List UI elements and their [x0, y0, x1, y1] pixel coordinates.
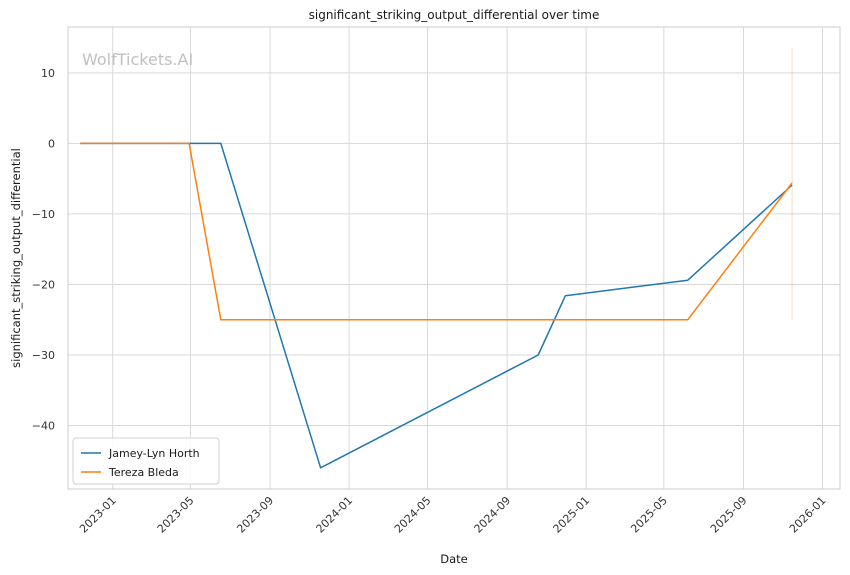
x-tick-label: 2025-09 [708, 494, 750, 536]
legend: Jamey-Lyn Horth Tereza Bleda [72, 437, 220, 485]
x-tick-label: 2024-09 [472, 494, 514, 536]
y-tick-label: −20 [32, 278, 55, 291]
x-axis-title: Date [440, 552, 468, 566]
chart-title: significant_striking_output_differential… [309, 8, 600, 22]
legend-box [72, 437, 220, 485]
x-tick-label: 2023-05 [155, 494, 197, 536]
x-tick-label: 2026-01 [787, 494, 829, 536]
watermark: WolfTickets.AI [82, 50, 193, 69]
grid [68, 27, 840, 489]
x-tick-labels: 2023-01 2023-05 2023-09 2024-01 2024-05 2024-… [77, 494, 829, 536]
y-tick-labels: 10 0 −10 −20 −30 −40 [32, 67, 55, 433]
y-tick-label: −40 [32, 420, 55, 433]
x-tick-label: 2023-09 [234, 494, 276, 536]
plot-frame [67, 26, 841, 490]
y-tick-label: 10 [41, 67, 55, 80]
x-tick-label: 2024-05 [392, 494, 434, 536]
legend-entry: Jamey-Lyn Horth [108, 447, 200, 460]
series-line-1 [80, 142, 793, 469]
x-tick-label: 2025-05 [628, 494, 670, 536]
y-tick-label: −10 [32, 208, 55, 221]
series-line-2 [80, 142, 793, 321]
series-layer [80, 142, 793, 469]
x-tick-label: 2025-01 [551, 494, 593, 536]
y-tick-label: 0 [48, 137, 55, 150]
y-axis-title: significant_striking_output_differential [9, 148, 23, 368]
legend-entry: Tereza Bleda [108, 466, 179, 479]
x-tick-label: 2024-01 [314, 494, 356, 536]
y-tick-label: −30 [32, 349, 55, 362]
x-tick-label: 2023-01 [77, 494, 119, 536]
